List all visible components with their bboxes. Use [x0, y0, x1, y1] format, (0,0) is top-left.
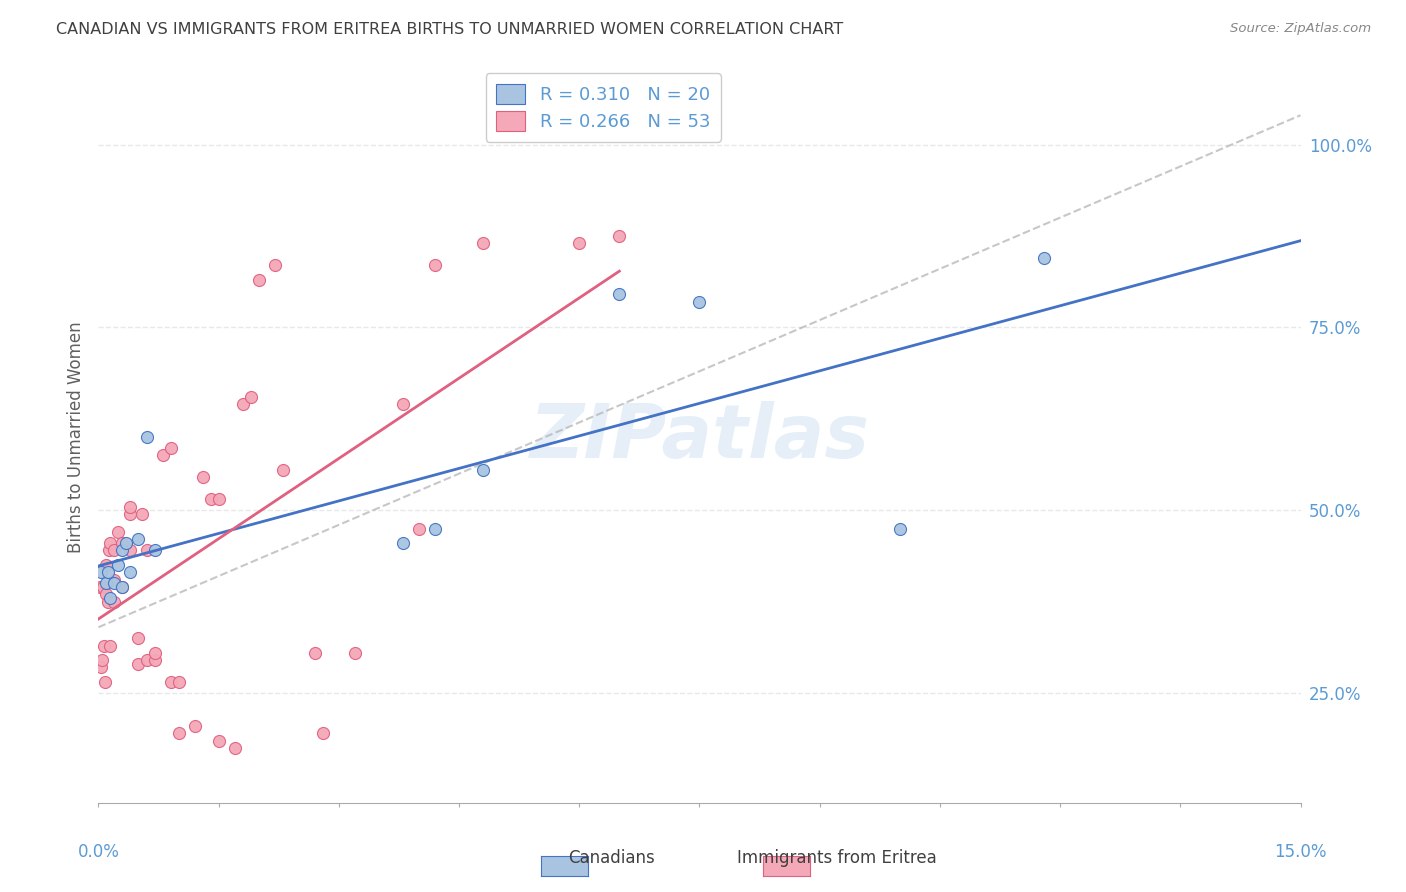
Point [609, 287, 631, 301]
Point [103, 543, 125, 558]
Point [689, 294, 711, 309]
Point [392, 397, 415, 411]
Point [263, 258, 285, 272]
Point [93, 639, 115, 653]
Point [224, 740, 246, 755]
Point [107, 558, 129, 573]
Text: ZIPatlas: ZIPatlas [530, 401, 869, 474]
Point [271, 463, 294, 477]
Text: 15.0%: 15.0% [1274, 843, 1327, 861]
Point [103, 576, 125, 591]
Point [120, 507, 142, 521]
Point [472, 236, 495, 251]
Text: Immigrants from Eritrea: Immigrants from Eritrea [737, 849, 936, 867]
Point [423, 258, 446, 272]
Point [143, 646, 166, 660]
Point [90, 660, 112, 674]
Point [889, 521, 911, 535]
Point [304, 646, 326, 660]
Point [107, 525, 129, 540]
Point [111, 543, 134, 558]
Point [208, 492, 231, 507]
Point [135, 543, 157, 558]
Text: CANADIAN VS IMMIGRANTS FROM ERITREA BIRTHS TO UNMARRIED WOMEN CORRELATION CHART: CANADIAN VS IMMIGRANTS FROM ERITREA BIRT… [56, 22, 844, 37]
Point [167, 726, 190, 740]
Point [128, 533, 150, 547]
Point [111, 580, 134, 594]
Point [120, 543, 142, 558]
Point [97, 566, 120, 580]
Point [96, 587, 118, 601]
Point [183, 719, 205, 733]
Point [111, 580, 134, 594]
Point [239, 390, 262, 404]
Point [89, 580, 111, 594]
Point [152, 449, 174, 463]
Point [91, 653, 114, 667]
Point [100, 639, 122, 653]
Point [97, 594, 120, 608]
Point [191, 470, 214, 484]
Point [90, 566, 112, 580]
Point [100, 536, 122, 550]
Point [135, 430, 157, 444]
Point [167, 675, 190, 690]
Point [392, 536, 415, 550]
Point [609, 228, 631, 243]
Point [97, 543, 120, 558]
Point [120, 566, 142, 580]
Point [100, 591, 122, 605]
Y-axis label: Births to Unmarried Women: Births to Unmarried Women [66, 321, 84, 553]
Point [96, 558, 118, 573]
Point [247, 273, 270, 287]
Point [1033, 251, 1056, 265]
Point [103, 594, 125, 608]
Point [472, 463, 495, 477]
Text: 0.0%: 0.0% [77, 843, 120, 861]
Point [94, 675, 117, 690]
Point [111, 536, 134, 550]
Point [143, 543, 166, 558]
Point [115, 536, 138, 550]
Point [159, 675, 181, 690]
Point [96, 576, 118, 591]
Legend: R = 0.310   N = 20, R = 0.266   N = 53: R = 0.310 N = 20, R = 0.266 N = 53 [485, 73, 721, 142]
Text: Canadians: Canadians [568, 849, 655, 867]
Point [423, 521, 446, 535]
Point [135, 653, 157, 667]
Point [159, 441, 181, 455]
Point [128, 632, 150, 646]
Point [128, 657, 150, 671]
Point [312, 726, 335, 740]
Point [143, 653, 166, 667]
Point [91, 580, 114, 594]
Point [343, 646, 366, 660]
Point [568, 236, 591, 251]
Point [208, 733, 231, 747]
Point [120, 500, 142, 514]
Point [408, 521, 430, 535]
Point [131, 507, 153, 521]
Text: Source: ZipAtlas.com: Source: ZipAtlas.com [1230, 22, 1371, 36]
Point [200, 492, 222, 507]
Point [103, 573, 125, 587]
Point [232, 397, 254, 411]
